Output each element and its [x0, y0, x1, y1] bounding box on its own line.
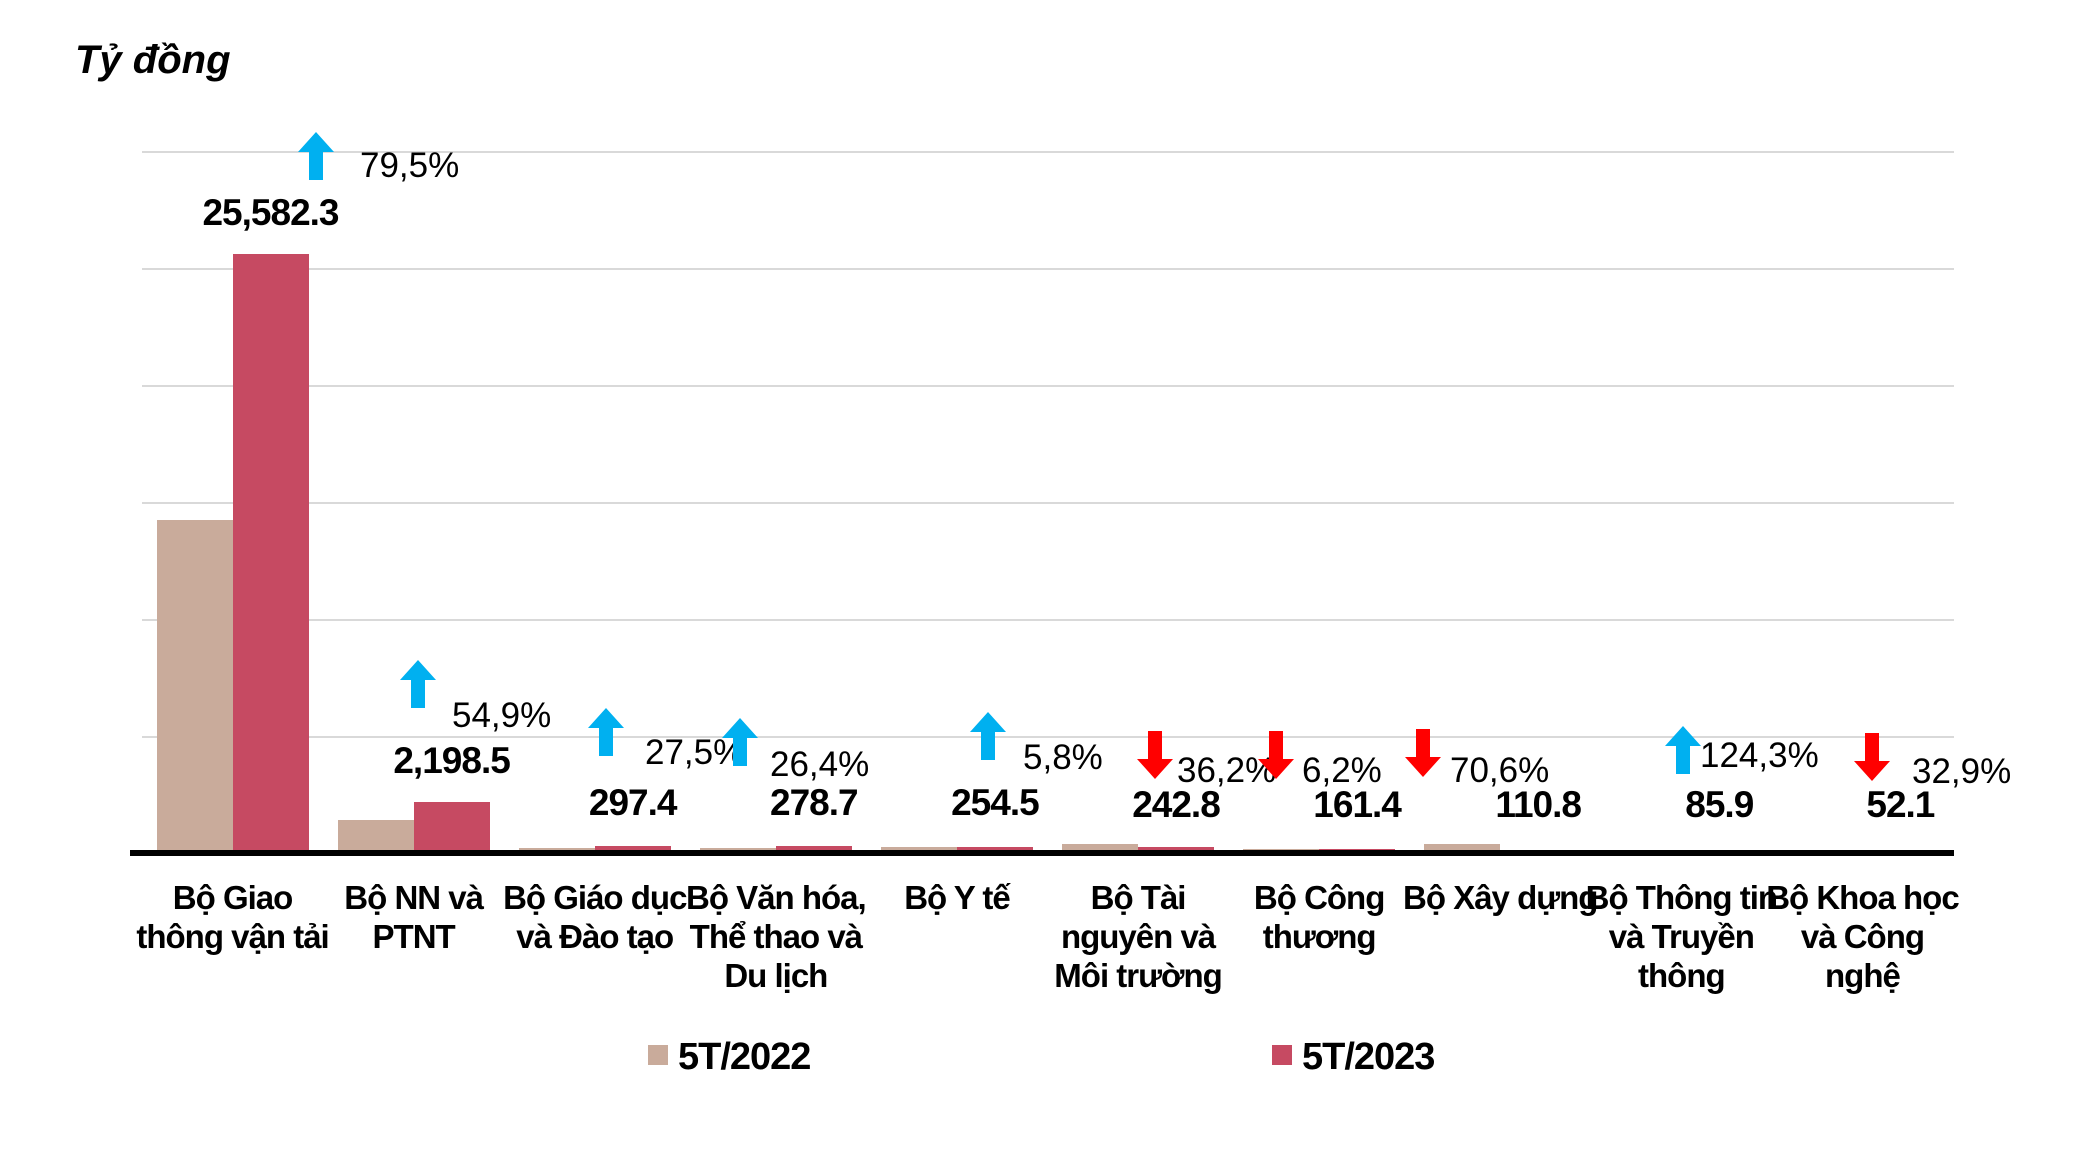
increase-arrow-icon	[298, 132, 334, 185]
decrease-arrow-icon	[1405, 729, 1441, 782]
bar-5T2022	[337, 819, 414, 853]
pct-change-label: 5,8%	[1023, 738, 1103, 777]
category-label: Bộ Xây dựng	[1403, 879, 1598, 916]
value-label-2023: 85.9	[1685, 784, 1754, 825]
increase-arrow-icon	[1665, 726, 1701, 779]
category-label: Bộ Công thương	[1253, 879, 1385, 955]
pct-change-label: 54,9%	[452, 696, 552, 735]
bar-5T2023	[413, 801, 490, 853]
legend-label: 5T/2023	[1302, 1036, 1435, 1078]
pct-change-label: 79,5%	[360, 146, 460, 185]
category-label: Bộ Văn hóa, Thể thao và Du lịch	[686, 879, 867, 994]
category-label: Bộ Tài nguyên và Môi trường	[1054, 879, 1223, 994]
value-label-2023: 278.7	[770, 782, 859, 823]
pct-change-label: 26,4%	[770, 745, 870, 784]
legend-swatch-5T2022	[648, 1045, 668, 1065]
value-label-2023: 110.8	[1495, 784, 1582, 825]
decrease-arrow-icon	[1854, 733, 1890, 786]
gridline	[142, 268, 1954, 270]
pct-change-label: 124,3%	[1700, 736, 1819, 775]
legend-swatch-5T2023	[1272, 1045, 1292, 1065]
gridline	[142, 502, 1954, 504]
pct-change-label: 27,5%	[645, 733, 745, 772]
value-label-2023: 52.1	[1866, 784, 1935, 825]
decrease-arrow-icon	[1137, 731, 1173, 784]
axis-unit-label: Tỷ đồng	[75, 38, 231, 82]
bar-5T2022	[156, 519, 233, 853]
gridline	[142, 619, 1954, 621]
bar-5T2022	[1062, 844, 1138, 853]
pct-change-label: 6,2%	[1302, 751, 1382, 790]
value-label-2023: 161.4	[1313, 784, 1402, 825]
category-label: Bộ Y tế	[904, 879, 1011, 916]
increase-arrow-icon	[400, 660, 436, 713]
category-label: Bộ Giao thông vận tải	[136, 879, 329, 955]
increase-arrow-icon	[970, 712, 1006, 765]
category-label: Bộ Khoa học và Công nghệ	[1766, 879, 1960, 994]
legend-label: 5T/2022	[678, 1036, 811, 1078]
value-label-2023: 297.4	[588, 782, 678, 823]
bar-5T2023	[232, 254, 309, 853]
increase-arrow-icon	[722, 718, 758, 771]
category-label: Bộ Thông tin và Truyền thông	[1585, 879, 1778, 994]
x-axis-line	[130, 850, 1954, 856]
value-label-2023: 25,582.3	[202, 192, 339, 233]
gridline	[142, 736, 1954, 738]
increase-arrow-icon	[588, 708, 624, 761]
bar-5T2022	[1424, 844, 1501, 853]
value-label-2023: 254.5	[951, 782, 1040, 823]
pct-change-label: 36,2%	[1177, 751, 1277, 790]
category-label: Bộ NN và PTNT	[344, 879, 484, 955]
gridline	[142, 385, 1954, 387]
bar-5T2023	[775, 846, 852, 853]
value-label-2023: 242.8	[1132, 784, 1221, 825]
bar-5T2023	[594, 846, 671, 853]
pct-change-label: 70,6%	[1450, 751, 1550, 790]
gridline	[142, 151, 1954, 153]
decrease-arrow-icon	[1258, 731, 1294, 784]
pct-change-label: 32,9%	[1912, 752, 2012, 791]
value-label-2023: 2,198.5	[393, 740, 510, 781]
category-label: Bộ Giáo dục và Đào tạo	[503, 879, 687, 955]
